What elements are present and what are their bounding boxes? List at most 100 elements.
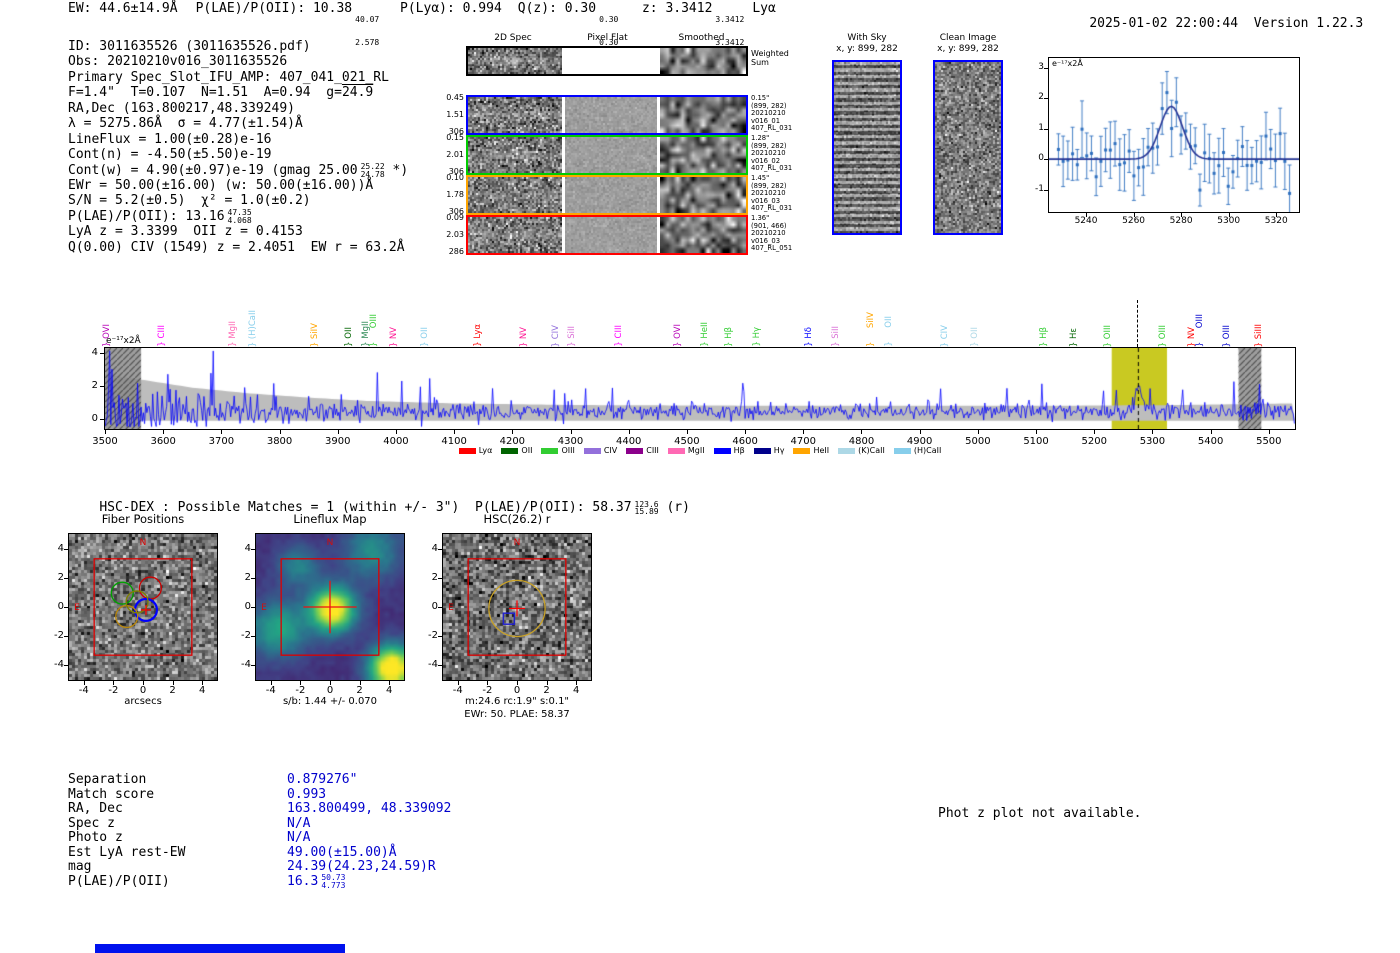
hsc-ytick-label: 2 [431, 571, 438, 583]
spec2d-row-1-left-value-1: 1.51 [446, 110, 464, 119]
mini-ytick-label: -1 [1035, 184, 1044, 195]
main-xtick-mark [1210, 430, 1212, 434]
line-fit-plot-canvas [1049, 58, 1299, 212]
legend-swatch [458, 447, 476, 454]
legend-item-HeII: HeII [793, 446, 829, 455]
fiber-xtick-mark [113, 681, 115, 685]
lineflux-ytick-label: 4 [244, 542, 251, 554]
info-plae-range: 47.35 4.068 [228, 209, 252, 224]
spec2d-row-2-left-labels: 0.15 2.01 306 [438, 134, 464, 176]
main-xtick-mark [803, 430, 805, 434]
spec2d-row-2-left-value-0: 0.15 [446, 133, 464, 142]
main-xtick-mark [1152, 430, 1154, 434]
info-plae-upper: 47.35 [227, 208, 252, 218]
spec2d-row-3-left-labels: 0.10 1.78 306 [438, 174, 464, 216]
summary-qz: Q(z): 0.30 [517, 1, 597, 16]
spec2d-row-2-left-value-2: 306 [448, 167, 464, 176]
info-sn-chi2: S/N = 5.2(±0.5) χ² = 1.0(±0.2) [68, 193, 311, 209]
info-lyaz-oiiz: LyA z = 3.3399 OII z = 0.4153 [68, 224, 303, 240]
line-label-27-OIII: } OIII [1102, 324, 1113, 347]
line-label-30-OIII: } OIII [1194, 313, 1205, 347]
footer-color-bar [95, 944, 345, 953]
spec2d-row-4-right-labels: 1.36" (901, 466) 20210210 v016_03 407_RL_051 [751, 214, 793, 253]
match-row-0: Separation 0.879276" [68, 772, 451, 787]
match-row-value: N/A [287, 815, 311, 831]
line-label-4-SiIV: } SiIV [309, 322, 320, 347]
lineflux-fov-box [280, 558, 380, 656]
summary-plae-lower: 2.578 [355, 37, 380, 47]
fiber-ytick-mark [64, 607, 68, 608]
spec2d-row-1-right-labels: 0.15" (899, 282) 20210210 v016_01 407_RL_031 [751, 94, 793, 133]
info-gmag-range: 25.22 24.78 [361, 163, 385, 178]
match-row-value: 0.879276" [287, 772, 358, 787]
lineflux-xtick-mark [300, 681, 302, 685]
spec2d-row-3-right-value-3: v016_03 [751, 196, 781, 205]
spectrum-units-annotation: e⁻¹⁷x2Å [106, 336, 141, 346]
spec2d-row-4 [466, 215, 748, 255]
lineflux-xtick-mark [389, 681, 391, 685]
line-label-0-OVI: } OVI [102, 324, 113, 347]
spec2d-row-4-right-value-1: (901, 466) [751, 221, 787, 230]
hsc-xtick-label: 4 [573, 685, 580, 696]
mini-xtick-label: 5260 [1122, 216, 1146, 226]
fiber-fov-box [93, 558, 193, 656]
fiber-xtick-label: 0 [139, 685, 147, 696]
catalog-match-table: Separation 0.879276" Match score 0.993 RA, D… [68, 772, 451, 890]
lineflux-ytick-mark [251, 607, 255, 608]
hsc-cutout-overlay: NE [448, 538, 567, 656]
line-label-26-Hε: } Hε [1068, 327, 1079, 347]
spec2d-row-3-left-value-2: 306 [448, 207, 464, 216]
legend-label: MgII [687, 446, 705, 455]
main-xtick-label: 3500 [92, 436, 118, 447]
spec2d-row-3-left-value-1: 1.78 [446, 190, 464, 199]
line-fit-plot [1048, 57, 1300, 213]
fiber-xtick-label: 4 [199, 685, 206, 696]
hscdex-text: HSC-DEX : Possible Matches = 1 (within +… [99, 500, 632, 515]
spec2d-row-3-left-value-0: 0.10 [446, 173, 464, 182]
mini-ytick-mark [1044, 98, 1048, 100]
line-label-8-NV: } NV [388, 326, 399, 347]
fiber-circle-4 [125, 590, 149, 614]
spec2d-row-3-right-value-2: 20210210 [751, 189, 786, 198]
main-xtick-label: 4500 [674, 436, 700, 447]
main-xtick-mark [1094, 430, 1096, 434]
fiber-xtick-mark [83, 681, 85, 685]
summary-z: z: 3.3412 [641, 1, 713, 16]
summary-qz-upper: 0.30 [599, 15, 619, 24]
main-xtick-label: 5400 [1197, 436, 1224, 447]
line-label-9-OII: } OII [420, 327, 431, 347]
match-row-4: Photo z N/A [68, 830, 451, 845]
legend-swatch [626, 447, 644, 454]
spec2d-row-2-right-labels: 1.28" (899, 282) 20210210 v016_02 407_RL_031 [751, 134, 792, 173]
fiber-ytick-label: -2 [54, 630, 64, 642]
full-spectrum-plot-canvas [105, 348, 1295, 429]
hscdex-summary: HSC-DEX : Possible Matches = 1 (within +… [68, 485, 690, 531]
spec2d-row-4-col-0-image [468, 217, 562, 253]
spec2d-row-1-right-value-4: 407_RL_031 [751, 124, 793, 133]
lineflux-ytick-mark [251, 548, 255, 550]
legend-item-(H)CaII: (H)CaII [893, 446, 941, 455]
mini-ytick-mark [1044, 190, 1048, 192]
spec2d-row-1-left-value-0: 0.45 [446, 93, 464, 102]
fiber-ytick-mark [64, 636, 68, 638]
spacer [1238, 16, 1254, 31]
match-row-value-lower: 4.773 [321, 880, 346, 890]
spec2d-row-4-right-value-2: 20210210 [751, 229, 786, 238]
clean-header: Clean Image x, y: 899, 282 [918, 33, 1018, 55]
spec2d-row-2-col-1-image [565, 137, 657, 173]
info-gmag-lower: 24.78 [360, 169, 385, 179]
legend-swatch [583, 447, 601, 454]
spec2d-row-4-right-value-4: 407_RL_051 [751, 244, 793, 253]
spec2d-row-1-left-labels: 0.45 1.51 306 [438, 94, 464, 136]
col-title-pixelflat: Pixel Flat [587, 33, 628, 43]
lineflux-map-overlay: NE [261, 538, 380, 656]
main-ytick-mark [100, 352, 104, 354]
hsc-xtick-label: -4 [452, 685, 463, 696]
match-row-value: 49.00(±15.00)Å [287, 844, 397, 860]
main-xtick-label: 3600 [150, 436, 176, 447]
mini-xtick-mark [1276, 213, 1278, 217]
hsc-ytick-label: -2 [428, 630, 438, 642]
line-label-31-OIII: } OIII [1221, 324, 1232, 347]
spec2d-row-2-right-value-1: (899, 282) [751, 141, 787, 150]
